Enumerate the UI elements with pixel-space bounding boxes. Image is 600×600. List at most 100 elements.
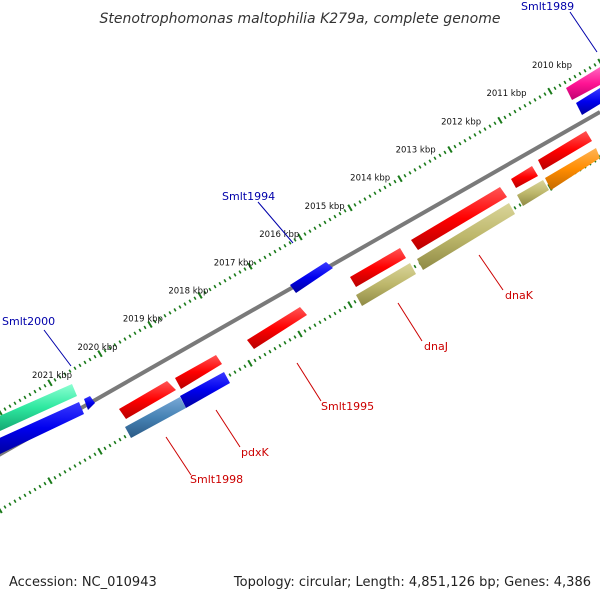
gene-khaki-dnak[interactable] — [417, 203, 515, 270]
outer-tick-58 — [288, 241, 292, 245]
inner-tick-4 — [18, 496, 22, 501]
accession-text: Accession: NC_010943 — [9, 575, 157, 590]
outer-tick-16 — [78, 363, 82, 368]
outer-tick-26 — [128, 334, 132, 338]
inner-tick-65 — [323, 317, 327, 322]
outer-tick-41 — [203, 290, 207, 295]
outer-tick-61 — [303, 232, 307, 236]
inner-tick-1 — [3, 505, 7, 509]
gene-blue-pdxk[interactable] — [180, 372, 230, 408]
outer-tick-21 — [103, 348, 107, 353]
tick-label-4: 2014 kbp — [350, 174, 390, 184]
outer-tick-115 — [573, 74, 577, 79]
outer-tick-23 — [113, 343, 117, 347]
outer-tick-65 — [323, 220, 327, 225]
outer-tick-42 — [208, 287, 212, 292]
inner-tick-8 — [38, 484, 42, 489]
outer-tick-72 — [358, 200, 362, 204]
label-smlt1994: Smlt1994 — [222, 190, 275, 203]
outer-tick-48 — [238, 270, 242, 274]
gene-blue-smlt1994[interactable] — [290, 262, 333, 293]
outer-tick-55 — [273, 249, 277, 254]
gene-blue-left[interactable] — [0, 402, 84, 454]
inner-tick-18 — [88, 455, 92, 459]
inner-tick-53 — [263, 352, 267, 357]
outer-tick-88 — [438, 153, 442, 158]
gene-red-right[interactable] — [511, 166, 538, 188]
gene-khaki-dnaj[interactable] — [356, 263, 416, 306]
gene-red-1998b[interactable] — [175, 355, 222, 389]
label-smlt1998: Smlt1998 — [190, 473, 243, 486]
outer-tick-102 — [508, 112, 512, 117]
gene-red-dnaj[interactable] — [350, 248, 406, 287]
gene-green[interactable] — [0, 384, 77, 431]
gene-khaki-small[interactable] — [517, 180, 549, 206]
label-smlt1989: Smlt1989 — [521, 0, 574, 13]
outer-tick-20 — [97, 350, 103, 358]
outer-tick-6 — [28, 392, 32, 397]
tick-label-7: 2017 kbp — [214, 258, 254, 268]
outer-tick-92 — [458, 141, 462, 146]
gene-orange[interactable] — [545, 148, 600, 190]
gene-red-smlt1995[interactable] — [247, 307, 307, 349]
outer-tick-73 — [363, 197, 367, 201]
outer-tick-31 — [153, 319, 157, 324]
outer-tick-32 — [158, 316, 162, 321]
gene-red-1998a[interactable] — [119, 381, 176, 419]
inner-tick-48 — [238, 367, 242, 371]
outer-tick-53 — [263, 255, 267, 260]
outer-tick-105 — [523, 103, 527, 108]
inner-tick-24 — [118, 437, 122, 442]
inner-tick-25 — [123, 434, 127, 439]
inner-tick-61 — [303, 329, 307, 333]
label-pdxk: pdxK — [241, 446, 269, 459]
outer-tick-10 — [47, 379, 53, 387]
outer-tick-89 — [443, 150, 447, 155]
outer-tick-91 — [453, 144, 457, 149]
gene-blue-small[interactable] — [84, 396, 95, 410]
inner-tick-55 — [273, 346, 277, 351]
outer-tick-39 — [193, 296, 197, 301]
inner-tick-12 — [58, 473, 62, 477]
label-dnak: dnaK — [505, 289, 534, 302]
inner-tick-70 — [347, 301, 353, 309]
outer-tick-113 — [563, 80, 567, 85]
tick-labels: 2010 kbp 2011 kbp 2012 kbp 2013 kbp 2014 kbp… — [32, 61, 572, 381]
label-smlt2000: Smlt2000 — [2, 315, 55, 328]
outer-tick-24 — [118, 340, 122, 344]
gene-steelblue-smlt1998[interactable] — [125, 397, 186, 438]
inner-tick-71 — [353, 299, 357, 304]
outer-tick-93 — [463, 138, 467, 143]
gene-pink[interactable] — [566, 67, 600, 100]
outer-tick-100 — [497, 116, 503, 124]
outer-tick-62 — [308, 229, 312, 233]
outer-tick-13 — [63, 372, 67, 376]
outer-tick-27 — [133, 331, 137, 336]
genome-summary-text: Topology: circular; Length: 4,851,126 bp… — [233, 575, 591, 590]
outer-tick-87 — [433, 156, 437, 161]
leader-lines — [43, 11, 598, 476]
inner-tick-46 — [228, 373, 232, 377]
gene-red-far-right[interactable] — [538, 131, 592, 170]
outer-tick-99 — [493, 121, 497, 126]
tick-label-11: 2021 kbp — [32, 371, 72, 381]
tick-label-6: 2016 kbp — [259, 230, 299, 240]
outer-tick-46 — [228, 276, 232, 280]
outer-tick-45 — [223, 278, 227, 283]
inner-tick-22 — [108, 443, 112, 448]
outer-tick-7 — [33, 389, 37, 394]
inner-tick-17 — [83, 458, 87, 462]
tick-label-1: 2011 kbp — [486, 89, 526, 99]
inner-tick-51 — [253, 358, 257, 363]
outer-tick-35 — [173, 308, 177, 312]
outer-tick-106 — [528, 101, 532, 105]
outer-tick-ring — [0, 58, 600, 416]
outer-tick-96 — [478, 130, 482, 134]
gene-blue-top-right[interactable] — [576, 88, 600, 115]
outer-tick-75 — [373, 191, 377, 196]
gene-red-dnak[interactable] — [411, 187, 507, 250]
inner-tick-0 — [0, 508, 3, 514]
outer-tick-104 — [518, 106, 522, 111]
label-smlt1995: Smlt1995 — [321, 400, 374, 413]
tick-label-5: 2015 kbp — [305, 202, 345, 212]
